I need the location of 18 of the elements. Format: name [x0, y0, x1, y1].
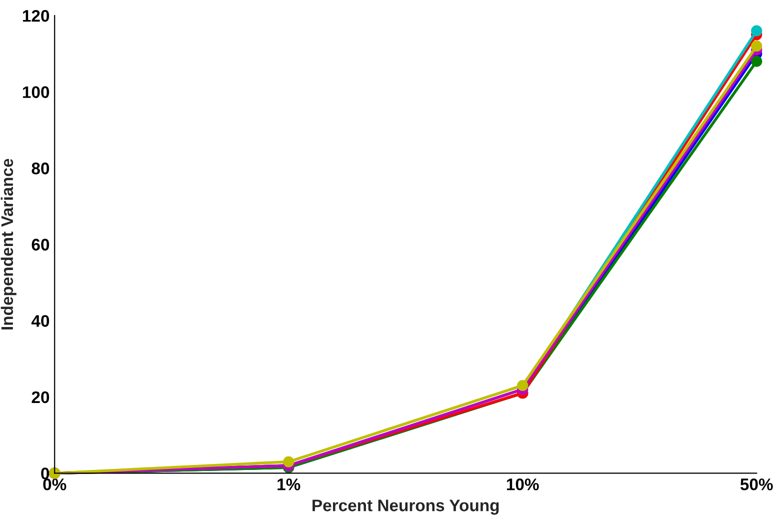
point	[751, 56, 762, 67]
x-axis-title: Percent Neurons Young	[312, 500, 499, 515]
point	[283, 456, 294, 468]
y-tick-label: 40	[31, 315, 50, 327]
point	[517, 380, 528, 392]
y-tick-label: 100	[22, 86, 50, 98]
y-tick-label: 120	[22, 10, 50, 22]
y-tick-label: 60	[32, 238, 50, 251]
x-tick-label: 10%	[506, 478, 539, 490]
y-tick-label: 80	[32, 162, 50, 174]
x-tick-label: 1%	[278, 478, 300, 490]
point	[751, 40, 762, 52]
x-tick-label: 0%	[43, 478, 66, 490]
x-tick-label: 50%	[740, 478, 773, 490]
y-tick-label: 0	[41, 468, 50, 480]
y-axis-title: Independent Variance	[0, 158, 16, 330]
point	[751, 25, 762, 36]
y-tick-label: 20	[32, 391, 50, 404]
